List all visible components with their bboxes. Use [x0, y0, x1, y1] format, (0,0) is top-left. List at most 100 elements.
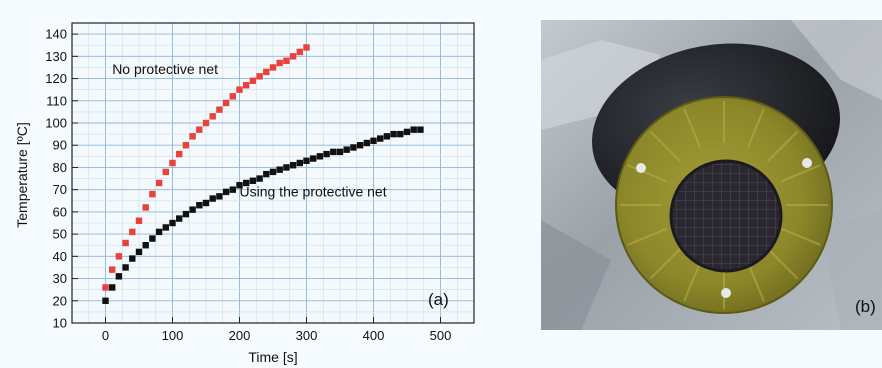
y-tick-label: 50 [53, 227, 67, 242]
data-point [196, 202, 203, 209]
x-tick-label: 400 [363, 328, 385, 343]
data-point [209, 195, 216, 202]
axis-ticks [72, 33, 441, 324]
data-point [263, 68, 270, 76]
data-point [142, 242, 149, 249]
data-point [343, 146, 350, 153]
data-point [236, 182, 243, 189]
data-point [222, 188, 230, 196]
data-point [129, 228, 136, 236]
y-tick-label: 30 [53, 271, 67, 286]
ring-mark [767, 130, 799, 162]
y-tick-label: 70 [53, 182, 67, 197]
data-point [109, 266, 116, 273]
data-point [209, 113, 216, 120]
plot-frame [71, 22, 475, 324]
data-point [142, 204, 149, 211]
y-tick-label: 90 [53, 138, 67, 153]
data-point [202, 119, 210, 127]
data-point [109, 284, 116, 291]
data-point [216, 106, 223, 113]
data-point [202, 199, 210, 207]
data-point [269, 64, 277, 71]
y-tick-label: 120 [45, 71, 67, 86]
x-tick-label: 0 [102, 328, 109, 343]
data-point [410, 126, 417, 133]
grid-lines [71, 22, 475, 323]
annotation-with-net: Using the protective net [240, 183, 387, 199]
data-point [236, 86, 243, 93]
data-point [356, 142, 364, 149]
data-point [182, 210, 190, 218]
data-point [283, 57, 290, 64]
data-point [276, 59, 283, 67]
data-point [397, 130, 404, 138]
data-point [122, 264, 129, 271]
data-point [162, 168, 169, 176]
data-point [155, 228, 163, 236]
foil-fold [791, 20, 882, 100]
data-point [310, 155, 317, 162]
ring-marks [620, 101, 828, 309]
data-point [256, 73, 263, 80]
y-tick-labels: 10 20 30 40 50 60 70 80 90 100 110 120 130 140 [45, 27, 67, 331]
foil-fold [821, 210, 882, 330]
data-point [377, 135, 384, 142]
data-point [363, 139, 370, 147]
data-point [269, 168, 277, 176]
ring-mark [780, 164, 821, 183]
annotation-no-net: No protective net [112, 61, 218, 77]
data-point [229, 186, 236, 193]
y-tick-label: 130 [45, 49, 67, 64]
data-point [256, 175, 263, 182]
data-point [176, 150, 183, 158]
data-point [216, 193, 223, 200]
data-point [303, 157, 310, 164]
data-point [289, 53, 297, 60]
data-point [102, 284, 109, 291]
panel-label-b: (b) [855, 297, 876, 316]
data-point [370, 137, 377, 144]
x-axis-title: Time [s] [248, 349, 297, 365]
x-tick-label: 300 [296, 328, 318, 343]
ring-mark [767, 248, 799, 280]
data-point [243, 82, 250, 89]
ring-mark [649, 248, 681, 280]
data-point [135, 217, 143, 224]
ring-mark [746, 261, 765, 302]
data-point [196, 126, 203, 133]
y-tick-label: 20 [53, 293, 67, 308]
x-tick-label: 200 [229, 328, 251, 343]
data-point [176, 215, 183, 222]
data-point [403, 128, 411, 136]
foil-fold [541, 40, 661, 130]
mounting-hole [636, 163, 646, 173]
photo-panel: (b) [541, 20, 882, 330]
foil-fold [541, 220, 611, 330]
data-point [336, 148, 344, 156]
ring-mark [683, 261, 702, 302]
data-point [316, 153, 324, 160]
data-point [249, 177, 257, 184]
ring-mark [780, 227, 821, 246]
data-point [330, 148, 337, 156]
data-point [243, 179, 250, 187]
data-point [189, 206, 196, 213]
data-point [383, 133, 391, 140]
data-point [222, 99, 230, 107]
data-point [189, 133, 196, 140]
data-point [182, 142, 190, 149]
data-series [102, 44, 424, 304]
ring-mark [627, 164, 668, 183]
data-point [162, 224, 169, 231]
data-point [390, 130, 397, 138]
data-point [296, 48, 303, 56]
data-point [115, 253, 123, 260]
ring-mark [627, 227, 668, 246]
data-point [102, 297, 109, 304]
data-point [303, 44, 310, 51]
data-point [115, 273, 123, 280]
data-point [283, 164, 290, 171]
data-point [417, 126, 424, 133]
